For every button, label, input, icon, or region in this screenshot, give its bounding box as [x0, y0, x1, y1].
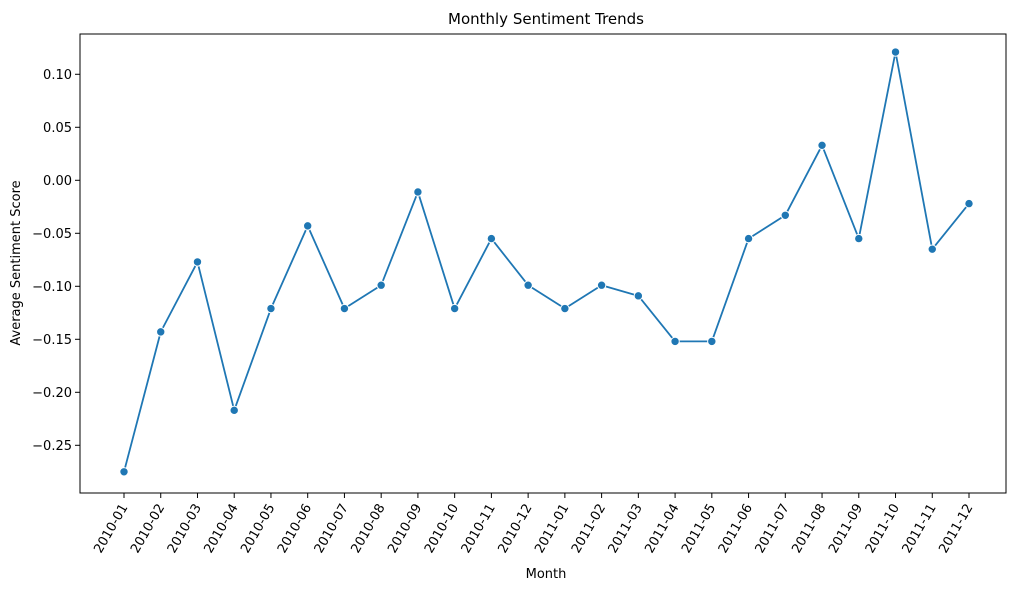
x-tick-label: 2011-12	[936, 502, 976, 557]
x-axis-title: Month	[526, 567, 567, 582]
x-tick-label: 2011-05	[679, 502, 719, 557]
y-tick-label: 0.05	[43, 121, 72, 136]
x-tick-label: 2010-02	[128, 502, 168, 557]
x-tick-label: 2010-04	[202, 502, 242, 557]
data-point	[964, 198, 974, 209]
x-tick-label: 2011-04	[642, 502, 682, 557]
axes-frame	[79, 33, 1007, 494]
data-point	[560, 303, 570, 314]
x-tick-label: 2011-10	[863, 502, 903, 557]
data-point	[633, 291, 644, 301]
y-tick-label: −0.15	[32, 333, 72, 348]
data-point	[854, 233, 864, 244]
x-tick-label: 2011-07	[753, 502, 793, 557]
y-axis-title: Average Sentiment Score	[9, 180, 24, 345]
data-point	[523, 280, 533, 290]
data-point	[486, 233, 497, 244]
x-tick-label: 2011-08	[789, 502, 829, 557]
y-tick-label: −0.10	[32, 280, 72, 295]
data-point	[266, 303, 276, 314]
data-point	[339, 303, 350, 314]
data-point	[707, 336, 717, 347]
x-tick-label: 2010-05	[238, 502, 278, 557]
data-point	[780, 210, 791, 220]
data-point	[192, 257, 203, 267]
data-point	[670, 336, 680, 347]
y-tick-label: −0.05	[32, 227, 72, 242]
series-line	[123, 51, 970, 473]
data-point	[376, 280, 386, 290]
y-tick-label: 0.00	[43, 174, 72, 189]
x-tick-label: 2011-01	[532, 502, 572, 557]
data-point	[596, 280, 607, 290]
x-tick-label: 2011-02	[569, 502, 609, 557]
data-point	[413, 187, 423, 197]
y-tick-label: −0.20	[32, 386, 72, 401]
x-tick-label: 2010-06	[275, 502, 315, 557]
data-point	[302, 221, 313, 231]
data-point	[119, 467, 129, 477]
data-point	[890, 47, 901, 57]
data-point	[743, 233, 754, 244]
data-point	[817, 140, 827, 151]
plot-area: −0.25 −0.20 −0.15 −0.10 −0.05 0.00 0.05 0.10 201…	[32, 33, 1007, 557]
x-tick-label: 2010-08	[348, 502, 388, 557]
x-tick-label: 2010-10	[422, 502, 462, 557]
x-tick-label: 2011-11	[900, 502, 940, 557]
x-tick-label: 2010-03	[165, 502, 205, 557]
data-point	[927, 244, 937, 254]
x-tick-label: 2010-09	[385, 502, 425, 557]
x-tick-label: 2010-11	[459, 502, 499, 557]
x-tick-label: 2010-07	[312, 502, 352, 557]
x-tick-label: 2010-01	[91, 502, 131, 557]
y-tick-label: 0.10	[43, 68, 72, 83]
x-tick-label: 2011-03	[606, 502, 646, 557]
chart-title: Monthly Sentiment Trends	[448, 10, 644, 28]
x-tick-label: 2011-09	[826, 502, 866, 557]
x-tick-label: 2010-12	[495, 502, 535, 557]
data-point	[156, 327, 166, 337]
data-point	[449, 303, 460, 314]
x-tick-label: 2011-06	[716, 502, 756, 557]
y-tick-label: −0.25	[32, 439, 72, 454]
data-point	[229, 405, 239, 416]
